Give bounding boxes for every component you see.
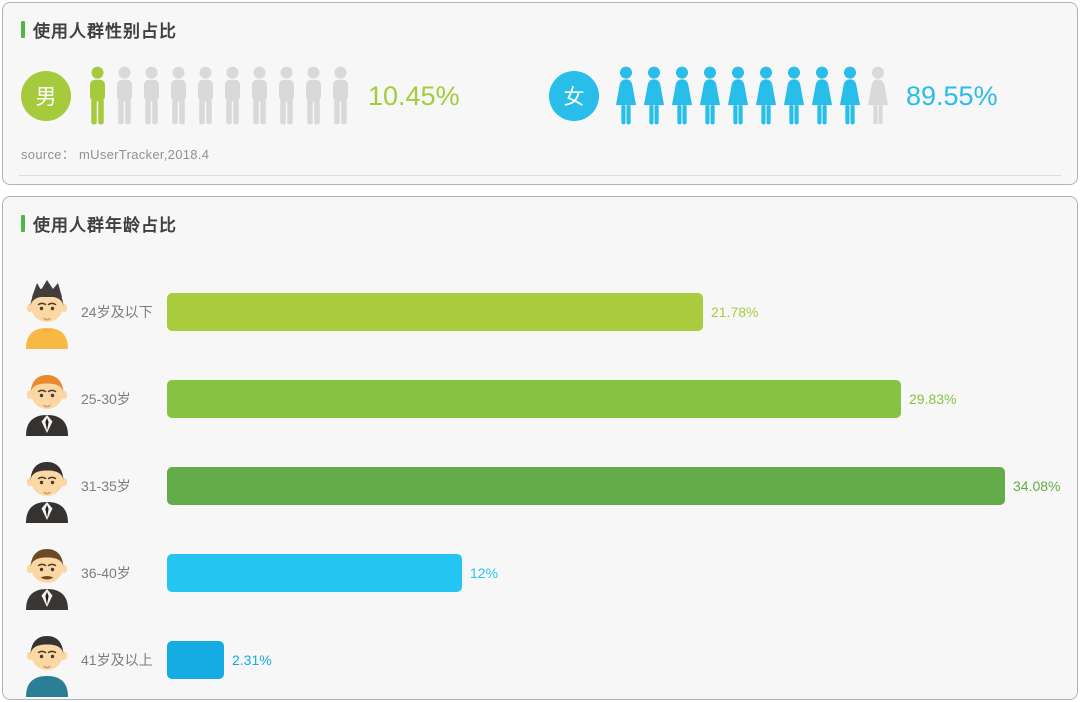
age-bar: [167, 640, 224, 679]
age-row: 31-35岁 34.08%: [3, 442, 1077, 529]
divider-line: [19, 175, 1061, 176]
male-person-icon-empty: [327, 66, 354, 126]
gender-panel: 使用人群性别占比 男 10.45% 女 89.55% source： mUser…: [2, 2, 1078, 185]
avatar-black-hair-teal-tee: [19, 623, 75, 697]
age-bar-value: 2.31%: [232, 651, 272, 668]
age-row: 24岁及以下 21.78%: [3, 268, 1077, 355]
female-person-icon-empty: [864, 66, 892, 126]
male-person-icon-empty: [165, 66, 192, 126]
age-bar-track: 29.83%: [167, 379, 1077, 418]
female-person-icon-filled: [612, 66, 640, 126]
female-person-icon-filled: [668, 66, 696, 126]
male-badge: 男: [21, 71, 71, 121]
age-bar-track: 2.31%: [167, 640, 1077, 679]
avatar-youth-spiky-hair-yellow-tee: [19, 275, 75, 349]
avatar-black-hair-black-suit: [19, 449, 75, 523]
female-badge: 女: [549, 71, 599, 121]
age-bar-value: 12%: [470, 564, 499, 581]
male-person-icon-empty: [300, 66, 327, 126]
age-category-label: 36-40岁: [81, 564, 131, 581]
age-bar-track: 21.78%: [167, 292, 1077, 331]
female-person-icon-filled: [808, 66, 836, 126]
male-percentage: 10.45%: [368, 80, 460, 111]
age-row: 41岁及以上 2.31%: [3, 616, 1077, 702]
age-bar: [167, 292, 703, 331]
age-bar: [167, 553, 462, 592]
gender-panel-title: 使用人群性别占比: [3, 3, 1077, 42]
age-panel-title: 使用人群年龄占比: [3, 197, 1077, 236]
age-panel-title-text: 使用人群年龄占比: [33, 216, 177, 235]
male-icon-row: [84, 66, 354, 126]
age-panel: 使用人群年龄占比 24岁及以下 21.78% 25-30岁 29.83% 31-35岁 3…: [2, 196, 1078, 700]
female-icon-row: [612, 66, 892, 126]
age-bar-value: 21.78%: [711, 303, 759, 320]
gender-row: 男 10.45% 女 89.55%: [3, 66, 1077, 126]
avatar-orange-hair-black-suit: [19, 362, 75, 436]
male-person-icon-empty: [246, 66, 273, 126]
age-bar: [167, 466, 1005, 505]
age-category-label: 24岁及以下: [81, 303, 153, 320]
age-bar-track: 12%: [167, 553, 1077, 592]
male-person-icon-empty: [273, 66, 300, 126]
female-person-icon-filled: [836, 66, 864, 126]
age-bar-value: 29.83%: [909, 390, 957, 407]
female-percentage: 89.55%: [906, 80, 998, 111]
male-person-icon-empty: [219, 66, 246, 126]
age-row: 36-40岁 12%: [3, 529, 1077, 616]
female-person-icon-filled: [696, 66, 724, 126]
age-bar: [167, 379, 901, 418]
age-category-label: 25-30岁: [81, 390, 131, 407]
avatar-brown-hair-mustache-suit: [19, 536, 75, 610]
male-person-icon-empty: [111, 66, 138, 126]
age-bar-track: 34.08%: [167, 466, 1077, 505]
age-row: 25-30岁 29.83%: [3, 355, 1077, 442]
female-person-icon-filled: [640, 66, 668, 126]
title-accent-bar: [21, 21, 25, 38]
title-accent-bar: [21, 215, 25, 232]
female-group: 女 89.55%: [549, 66, 1077, 126]
male-group: 男 10.45%: [21, 66, 549, 126]
age-category-label: 41岁及以上: [81, 651, 153, 668]
female-person-icon-filled: [752, 66, 780, 126]
female-person-icon-filled: [780, 66, 808, 126]
female-person-icon-filled: [724, 66, 752, 126]
age-category-label: 31-35岁: [81, 477, 131, 494]
age-rows: 24岁及以下 21.78% 25-30岁 29.83% 31-35岁 34.08% 36-4…: [3, 268, 1077, 702]
source-note: source： mUserTracker,2018.4: [21, 147, 210, 162]
gender-panel-title-text: 使用人群性别占比: [33, 22, 177, 41]
male-person-icon-empty: [138, 66, 165, 126]
male-person-icon-filled: [84, 66, 111, 126]
age-bar-value: 34.08%: [1013, 477, 1061, 494]
male-person-icon-empty: [192, 66, 219, 126]
